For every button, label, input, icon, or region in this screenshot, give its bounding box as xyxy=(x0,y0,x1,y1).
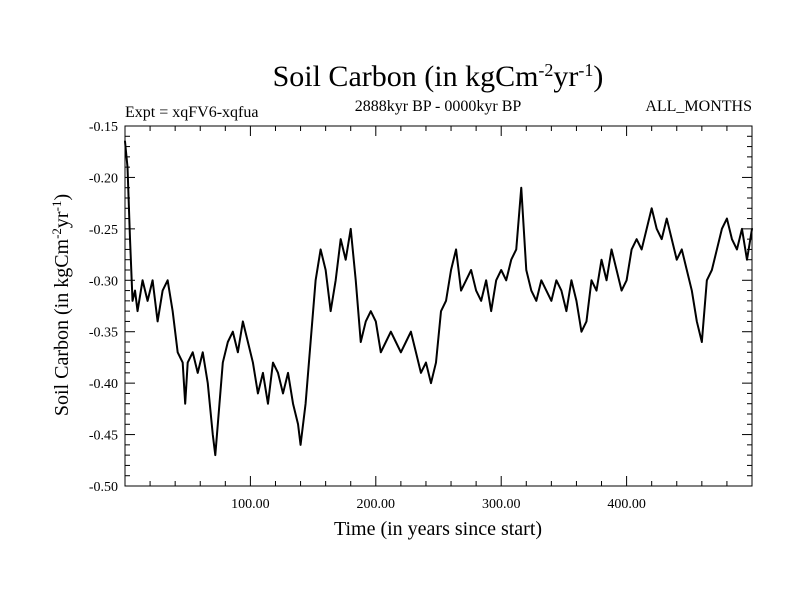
y-axis-label-sup2: -1 xyxy=(49,201,64,212)
ticks-layer: 100.00 200.00 300.00 400.00 -0.50 -0.45 -0.40 -… xyxy=(89,120,752,512)
data-series-line xyxy=(124,140,753,457)
x-tick-label: 300.00 xyxy=(482,497,521,512)
y-tick-label: -0.30 xyxy=(89,274,118,289)
chart-title-main: Soil Carbon (in kgCm xyxy=(273,60,539,93)
plot-frame xyxy=(124,125,753,487)
y-axis-label-main: Soil Carbon (in kgCm xyxy=(51,238,73,416)
y-tick-label: -0.35 xyxy=(89,326,118,341)
chart-title-sup2: -1 xyxy=(578,60,593,80)
x-axis-label: Time (in years since start) xyxy=(334,518,542,540)
y-axis-label-mid: yr xyxy=(51,211,73,228)
y-axis-label-end: ) xyxy=(51,194,73,201)
chart-title-mid: yr xyxy=(553,60,578,93)
y-axis-label: Soil Carbon (in kgCm-2yr-1) xyxy=(49,194,74,416)
y-tick-label: -0.45 xyxy=(89,429,118,444)
x-tick-label: 100.00 xyxy=(231,497,270,512)
y-tick-label: -0.50 xyxy=(89,480,118,495)
y-tick-label: -0.25 xyxy=(89,223,118,238)
y-tick-label: -0.40 xyxy=(89,377,118,392)
experiment-label: Expt = xqFV6-xqfua xyxy=(125,104,258,121)
x-tick-label: 400.00 xyxy=(607,497,646,512)
time-range-label: 2888kyr BP - 0000kyr BP xyxy=(355,98,522,115)
months-label: ALL_MONTHS xyxy=(645,98,752,115)
y-tick-label: -0.20 xyxy=(89,171,118,186)
y-tick-label: -0.15 xyxy=(89,120,118,135)
series-layer xyxy=(124,140,753,457)
x-tick-label: 200.00 xyxy=(357,497,396,512)
y-axis-label-sup1: -2 xyxy=(49,228,64,239)
chart-title-sup1: -2 xyxy=(538,60,553,80)
chart-title-end: ) xyxy=(593,60,603,93)
y-axis-label-group: Soil Carbon (in kgCm-2yr-1) xyxy=(49,194,74,416)
chart-title: Soil Carbon (in kgCm-2yr-1) xyxy=(273,60,604,93)
